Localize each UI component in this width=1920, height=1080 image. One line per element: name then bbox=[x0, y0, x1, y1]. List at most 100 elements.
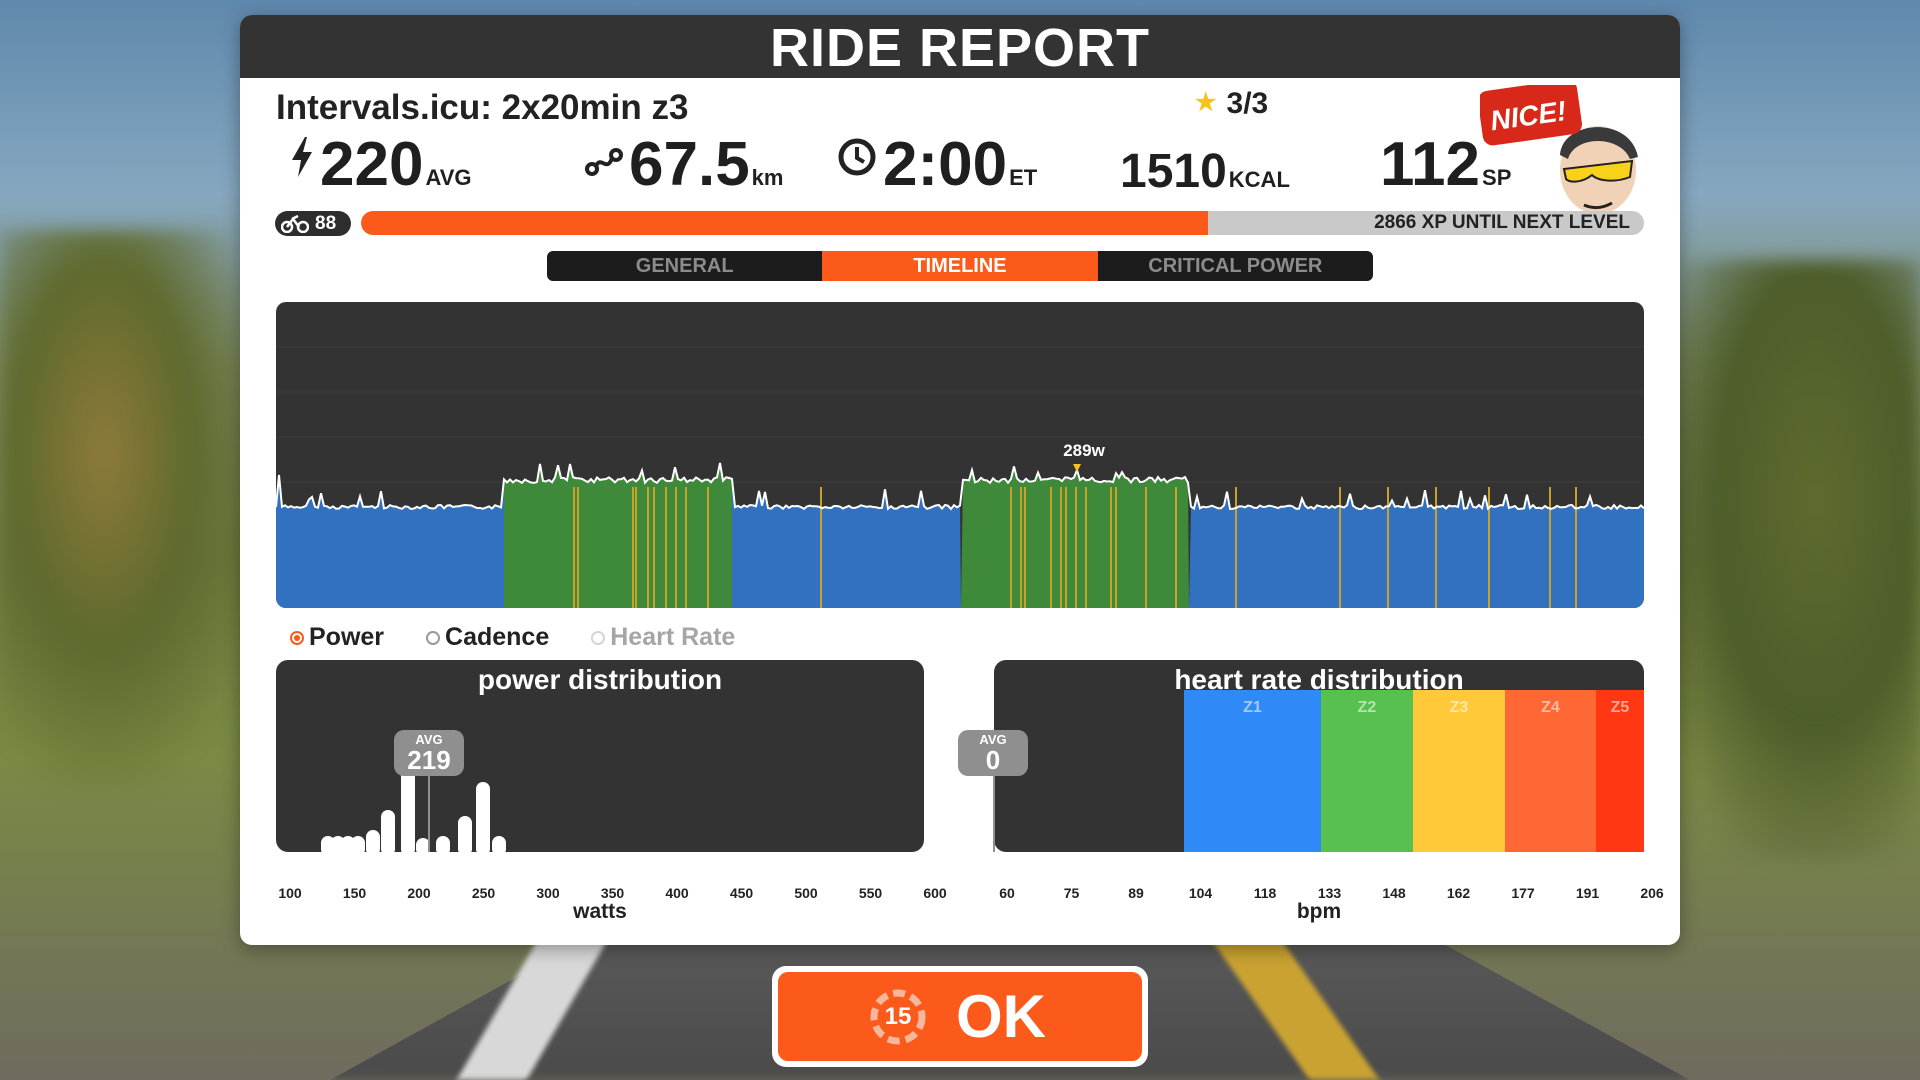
power-distribution-title: power distribution bbox=[477, 664, 723, 695]
countdown-ring-icon bbox=[870, 989, 926, 1045]
power-tick-label: 600 bbox=[923, 885, 947, 901]
timeline-power-line bbox=[276, 462, 1644, 511]
power-dist-bar bbox=[351, 836, 365, 856]
ok-countdown: 15 bbox=[884, 1003, 912, 1030]
sp-value: 112 bbox=[1380, 130, 1481, 199]
stat-distance: 67.5km bbox=[585, 134, 784, 196]
power-tick-label: 200 bbox=[407, 885, 431, 901]
hr-zone-label: Z4 bbox=[1541, 699, 1560, 716]
power-tick-label: 250 bbox=[471, 885, 496, 901]
level-badge: 88 bbox=[275, 211, 351, 236]
power-dist-bar bbox=[476, 782, 490, 856]
hr-avg-value: 0 bbox=[985, 745, 1001, 775]
workout-stars: ★ 3/3 bbox=[1195, 87, 1268, 121]
clock-icon bbox=[837, 137, 877, 182]
sp-unit: SP bbox=[1482, 165, 1512, 190]
radio-cadence-label: Cadence bbox=[445, 623, 550, 651]
timeline-peak-label: 289w bbox=[1063, 441, 1105, 460]
power-tick-label: 450 bbox=[729, 885, 754, 901]
hr-zone-z2 bbox=[1321, 690, 1413, 852]
hr-tick-label: 104 bbox=[1188, 885, 1213, 901]
radio-heart-rate-label: Heart Rate bbox=[610, 623, 736, 651]
power-dist-bar bbox=[416, 838, 430, 856]
power-tick-label: 150 bbox=[342, 885, 367, 901]
ok-button[interactable]: 15 OK bbox=[772, 966, 1148, 1067]
stars-value: 3/3 bbox=[1226, 87, 1269, 120]
report-tabs: GENERAL TIMELINE CRITICAL POWER bbox=[547, 251, 1373, 281]
ok-button-face: 15 OK bbox=[778, 972, 1142, 1061]
power-axis-label: watts bbox=[573, 900, 627, 923]
workout-name: Intervals.icu: 2x20min z3 bbox=[276, 88, 689, 127]
star-icon: ★ bbox=[1195, 89, 1217, 116]
hr-tick-label: 89 bbox=[1128, 885, 1144, 901]
ride-report-panel: RIDE REPORT Intervals.icu: 2x20min z3 ★ 3… bbox=[240, 15, 1680, 945]
power-dist-bar bbox=[492, 836, 506, 856]
radio-cadence[interactable]: Cadence bbox=[426, 623, 549, 652]
power-dist-bar bbox=[436, 836, 450, 856]
power-tick-label: 400 bbox=[665, 885, 689, 901]
timeline-chart: 289w bbox=[276, 302, 1644, 608]
power-tick-label: 550 bbox=[858, 885, 883, 901]
hr-tick-label: 133 bbox=[1317, 885, 1342, 901]
radio-dot-heart-rate bbox=[591, 630, 606, 645]
power-avg-badge: AVG 219 bbox=[394, 730, 464, 776]
distance-unit: km bbox=[751, 165, 784, 190]
route-icon bbox=[585, 147, 623, 182]
hr-zone-z1 bbox=[1184, 690, 1321, 852]
power-tick-label: 500 bbox=[794, 885, 818, 901]
radio-power-label: Power bbox=[309, 623, 385, 651]
hr-distribution-svg: Z1 Z2 Z3 Z4 Z5 bbox=[993, 690, 1644, 852]
timeline-z3-block bbox=[504, 462, 732, 608]
power-avg-value: 219 bbox=[407, 745, 451, 775]
ok-label: OK bbox=[956, 983, 1046, 1050]
time-value: 2:00 bbox=[883, 130, 1008, 199]
distance-value: 67.5 bbox=[629, 130, 750, 199]
power-distribution-chart: power distribution AVG 219 bbox=[276, 660, 924, 856]
power-axis-ticks: 100 150 200 250 300 350 400 450 500 550 600 bbox=[276, 885, 946, 905]
xp-progress-fill bbox=[361, 211, 1208, 235]
hr-tick-label: 75 bbox=[1063, 885, 1080, 901]
stat-calories: 1510KCAL bbox=[1120, 142, 1290, 202]
hr-axis-ticks: 60 75 89 104 118 133 148 162 177 191 206 bbox=[994, 885, 1663, 905]
power-tick-label: 100 bbox=[278, 885, 302, 901]
hr-avg-label: AVG bbox=[979, 732, 1007, 747]
timeline-z2-block bbox=[732, 478, 961, 608]
hr-axis-label: bpm bbox=[1296, 900, 1342, 923]
background-trees-left bbox=[0, 230, 260, 790]
power-unit: AVG bbox=[425, 165, 472, 190]
hr-zone-label: Z1 bbox=[1243, 699, 1262, 716]
xp-progress-bar: 2866 XP UNTIL NEXT LEVEL bbox=[361, 211, 1644, 235]
tab-general[interactable]: GENERAL bbox=[635, 255, 734, 277]
timeline-z2-block bbox=[1189, 490, 1644, 608]
metric-selector: Power Cadence Heart Rate bbox=[290, 623, 735, 652]
calories-unit: KCAL bbox=[1228, 167, 1290, 192]
stat-time: 2:00ET bbox=[837, 134, 1037, 196]
bike-icon bbox=[280, 214, 310, 240]
level-number: 88 bbox=[315, 213, 337, 234]
power-tick-label: 350 bbox=[600, 885, 625, 901]
hr-tick-label: 60 bbox=[999, 885, 1015, 901]
hr-distribution-title: heart rate distribution bbox=[1174, 664, 1464, 695]
hr-tick-label: 177 bbox=[1511, 885, 1535, 901]
stat-sport-points: 112SP bbox=[1380, 134, 1512, 196]
radio-dot-cadence bbox=[426, 630, 441, 645]
radio-heart-rate: Heart Rate bbox=[591, 623, 735, 652]
power-avg-label: AVG bbox=[415, 732, 443, 747]
calories-value: 1510 bbox=[1120, 145, 1227, 198]
hr-tick-label: 206 bbox=[1640, 885, 1664, 901]
hr-tick-label: 148 bbox=[1382, 885, 1406, 901]
hr-zone-z4 bbox=[1505, 690, 1596, 852]
timeline-svg: 289w bbox=[276, 346, 1644, 608]
stat-power: 220AVG bbox=[290, 134, 472, 196]
power-dist-bar bbox=[458, 816, 472, 856]
hr-tick-label: 191 bbox=[1575, 885, 1600, 901]
tab-critical-power[interactable]: CRITICAL POWER bbox=[1148, 255, 1323, 277]
timeline-peak-marker bbox=[1073, 464, 1081, 472]
radio-power[interactable]: Power bbox=[290, 623, 384, 652]
hr-tick-label: 162 bbox=[1446, 885, 1471, 901]
radio-dot-power bbox=[290, 630, 304, 645]
tab-timeline[interactable]: TIMELINE bbox=[822, 251, 1098, 281]
background-trees-right bbox=[1660, 260, 1920, 860]
lightning-icon bbox=[290, 137, 314, 182]
mascot-avatar: NICE! bbox=[1477, 79, 1650, 225]
